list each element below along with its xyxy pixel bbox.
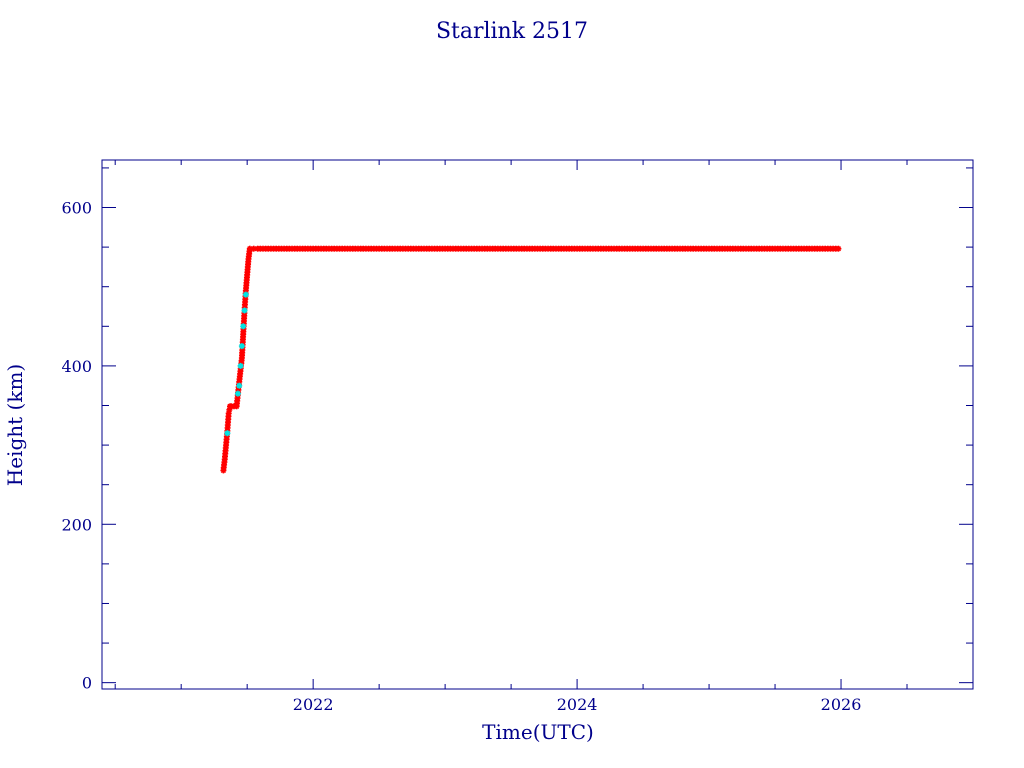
data-point bbox=[237, 362, 244, 369]
axis-ticks bbox=[102, 160, 973, 689]
data-point bbox=[240, 323, 247, 330]
y-tick-label: 400 bbox=[61, 357, 92, 376]
data-point bbox=[242, 291, 249, 298]
data-point bbox=[241, 307, 248, 314]
x-axis-label: Time(UTC) bbox=[482, 720, 594, 744]
y-tick-label: 600 bbox=[61, 199, 92, 218]
data-point bbox=[236, 382, 243, 389]
plot-frame bbox=[101, 159, 974, 690]
axis-tick-labels: 2022 2024 2026 0 200 400 600 bbox=[61, 199, 861, 714]
chart-title: Starlink 2517 bbox=[436, 19, 588, 44]
x-tick-label: 2024 bbox=[557, 695, 598, 714]
x-tick-label: 2022 bbox=[293, 695, 334, 714]
data-point bbox=[238, 343, 245, 350]
y-tick-label: 200 bbox=[61, 515, 92, 534]
data-points bbox=[220, 245, 842, 474]
data-point bbox=[234, 390, 241, 397]
data-point bbox=[835, 245, 842, 252]
y-tick-label: 0 bbox=[82, 674, 92, 693]
y-axis-label: Height (km) bbox=[3, 364, 27, 486]
data-point bbox=[224, 430, 231, 437]
x-tick-label: 2026 bbox=[821, 695, 862, 714]
